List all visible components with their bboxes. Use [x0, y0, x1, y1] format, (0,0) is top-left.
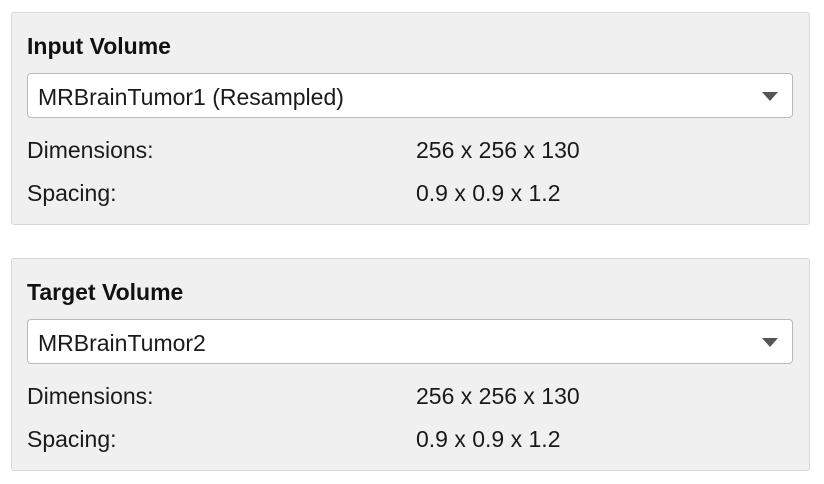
target-spacing-label: Spacing:	[27, 426, 117, 452]
chevron-down-icon	[762, 338, 778, 347]
target-volume-selected-value: MRBrainTumor2	[38, 330, 206, 356]
input-volume-select[interactable]: MRBrainTumor1 (Resampled)	[27, 73, 793, 118]
target-volume-panel: Target Volume MRBrainTumor2 Dimensions: …	[11, 258, 810, 471]
input-spacing-value: 0.9 x 0.9 x 1.2	[416, 180, 561, 206]
input-volume-title: Input Volume	[27, 33, 171, 59]
input-spacing-label: Spacing:	[27, 180, 117, 206]
target-spacing-value: 0.9 x 0.9 x 1.2	[416, 426, 561, 452]
chevron-down-icon	[762, 92, 778, 101]
input-dimensions-value: 256 x 256 x 130	[416, 137, 580, 163]
target-dimensions-label: Dimensions:	[27, 383, 154, 409]
target-volume-title: Target Volume	[27, 279, 184, 305]
input-volume-panel: Input Volume MRBrainTumor1 (Resampled) D…	[11, 12, 810, 225]
input-volume-selected-value: MRBrainTumor1 (Resampled)	[38, 84, 344, 110]
input-dimensions-label: Dimensions:	[27, 137, 154, 163]
target-volume-select[interactable]: MRBrainTumor2	[27, 319, 793, 364]
target-dimensions-value: 256 x 256 x 130	[416, 383, 580, 409]
